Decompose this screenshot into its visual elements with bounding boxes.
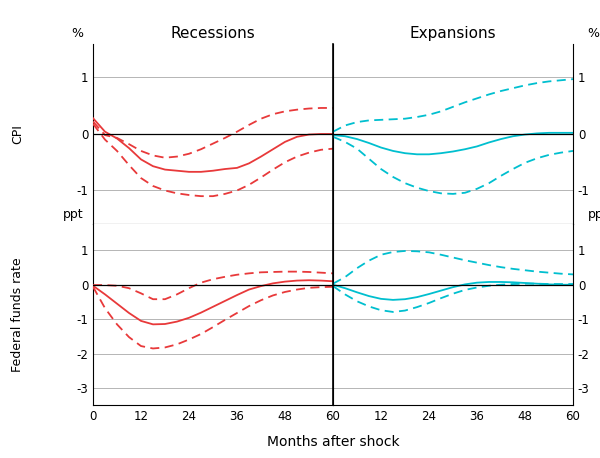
Text: %: % xyxy=(71,27,83,40)
Text: ppt: ppt xyxy=(587,208,600,221)
Title: Expansions: Expansions xyxy=(410,26,496,41)
Text: CPI: CPI xyxy=(11,124,25,144)
Text: Months after shock: Months after shock xyxy=(266,435,400,449)
Text: Federal funds rate: Federal funds rate xyxy=(11,257,25,372)
Text: %: % xyxy=(587,27,599,40)
Title: Recessions: Recessions xyxy=(170,26,256,41)
Text: ppt: ppt xyxy=(63,208,83,221)
